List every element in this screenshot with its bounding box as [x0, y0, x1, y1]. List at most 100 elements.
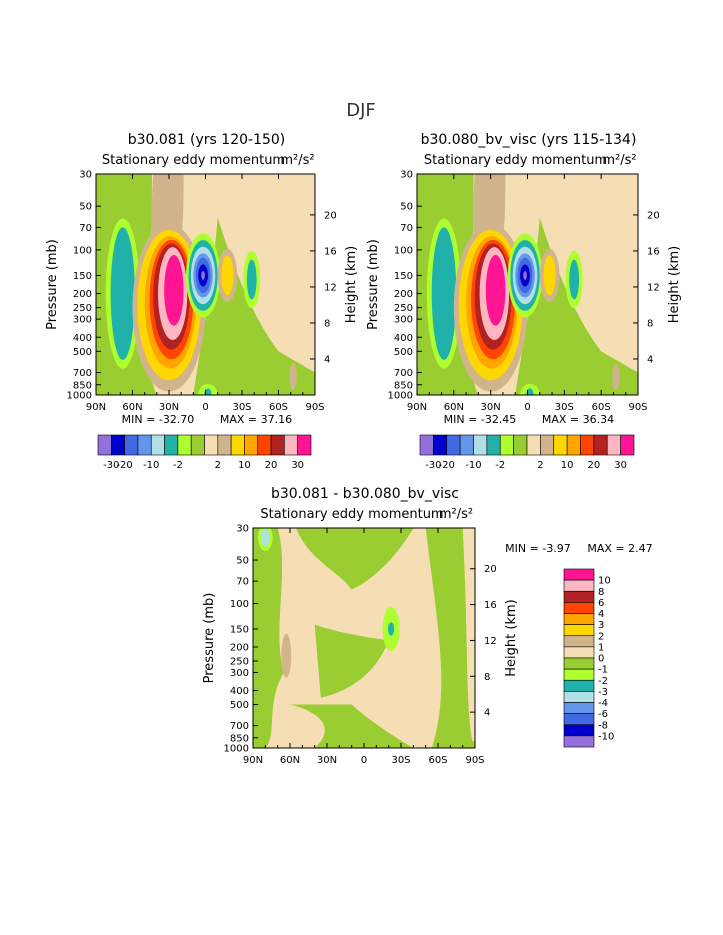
y-tick-label: 1000: [67, 391, 92, 402]
colorbar-swatch: [164, 434, 179, 456]
y2-tick-label: 4: [324, 354, 330, 365]
y-tick-label: 500: [73, 347, 92, 358]
contour-diff-pos: [281, 633, 292, 678]
colorbar-swatch: [499, 434, 514, 456]
colorbar-label: -2: [495, 460, 505, 471]
colorbar-label: 20: [588, 460, 601, 471]
colorbar-label: -30: [425, 460, 441, 471]
y-tick-label: 200: [73, 289, 92, 300]
colorbar-swatch: [606, 434, 621, 456]
colorbar-swatch: [419, 434, 434, 456]
colorbar-label: -8: [598, 720, 608, 731]
colorbar-swatch: [563, 702, 595, 714]
colorbar-label: 8: [598, 587, 604, 598]
contour-surface-2: [526, 388, 534, 395]
colorbar-swatch: [553, 434, 568, 456]
contour-pos2-2: [543, 255, 556, 296]
colorbar-swatch: [566, 434, 581, 456]
colorbar-swatch: [563, 635, 595, 648]
max-label: MAX = 36.34: [542, 413, 614, 426]
y-tick-label: 100: [230, 599, 249, 610]
colorbar: -30-20 -10 -2 2 10 20 30: [97, 434, 312, 471]
chart-units: m²/s²: [439, 507, 473, 522]
colorbar-label: 4: [598, 609, 604, 620]
x-tick-label: 0: [202, 402, 208, 413]
colorbar-swatch: [563, 691, 595, 703]
y-tick-label: 300: [394, 315, 413, 326]
x-tick-label: 0: [524, 402, 530, 413]
y-tick-label: 1000: [224, 744, 249, 755]
colorbar-swatch: [563, 724, 595, 737]
y-tick-label: 700: [230, 721, 249, 732]
y-tick-label: 200: [230, 643, 249, 654]
min-label: MIN = -3.97: [505, 542, 571, 555]
colorbar-label: -20: [116, 460, 132, 471]
y2-tick-label: 8: [324, 318, 330, 329]
y-tick-label: 150: [230, 624, 249, 635]
y-axis-label: Pressure (mb): [202, 593, 217, 684]
colorbar-swatch: [446, 434, 461, 456]
x-tick-label: 60S: [428, 755, 447, 766]
x-tick-label: 90S: [305, 402, 324, 413]
y-tick-label: 850: [394, 380, 413, 391]
colorbar-swatch: [459, 434, 474, 456]
colorbar-swatch: [593, 434, 608, 456]
y2-tick-label: 16: [324, 246, 337, 257]
x-tick-label: 90N: [86, 402, 106, 413]
contour-neg-7: [201, 271, 205, 280]
contour-neg-left-inner: [110, 227, 135, 360]
colorbar-swatch: [563, 579, 595, 592]
y-tick-label: 50: [79, 202, 92, 213]
colorbar-swatch: [580, 434, 595, 456]
y2-axis-label: Height (km): [344, 246, 359, 323]
colorbar-label: -6: [598, 709, 608, 720]
colorbar-swatch: [284, 434, 298, 456]
colorbar-label: 2: [215, 460, 221, 471]
x-tick-label: 90S: [628, 402, 647, 413]
y2-tick-label: 20: [647, 210, 660, 221]
y-tick-label: 50: [236, 556, 249, 567]
colorbar-swatch: [137, 434, 152, 456]
chart-title: b30.081 - b30.080_bv_visc: [271, 486, 459, 502]
panels: b30.081 (yrs 120-150) Stationary eddy mom…: [45, 132, 682, 766]
y-tick-label: 1000: [388, 391, 413, 402]
colorbar-label: -10: [465, 460, 481, 471]
min-label: MIN = -32.45: [444, 413, 517, 426]
y2-tick-label: 12: [647, 282, 660, 293]
colorbar-swatch: [563, 602, 595, 614]
colorbar-swatch: [433, 434, 448, 456]
chart-subtitle: Stationary eddy momentum: [424, 153, 607, 168]
colorbar-swatch: [473, 434, 488, 456]
y-tick-label: 850: [73, 380, 92, 391]
y-tick-label: 200: [394, 289, 413, 300]
contour-field: [253, 528, 475, 748]
y-tick-label: 250: [230, 657, 249, 668]
y2-tick-label: 20: [324, 210, 337, 221]
max-label: MAX = 37.16: [220, 413, 292, 426]
contour-pos-7: [485, 254, 506, 326]
y-tick-label: 250: [73, 303, 92, 314]
y-tick-label: 250: [394, 303, 413, 314]
colorbar-swatch: [563, 624, 595, 637]
colorbar-label: 6: [598, 598, 604, 609]
colorbar-swatch: [111, 434, 125, 456]
contour-pos2-2: [221, 255, 234, 296]
x-tick-label: 30N: [481, 402, 501, 413]
colorbar-label: 10: [561, 460, 574, 471]
colorbar-swatch: [563, 613, 595, 625]
y2-tick-label: 8: [647, 318, 653, 329]
colorbar-swatch: [563, 713, 595, 726]
y2-axis-label: Height (km): [504, 599, 519, 676]
y-tick-label: 100: [394, 245, 413, 256]
chart-subtitle: Stationary eddy momentum: [260, 507, 443, 522]
colorbar-swatch: [620, 434, 635, 456]
y-tick-label: 150: [73, 271, 92, 282]
colorbar-swatch: [217, 434, 232, 456]
contour-neg-7: [523, 271, 527, 280]
contour-diff-top: [296, 528, 414, 590]
colorbar-label: 20: [265, 460, 278, 471]
colorbar-label: 2: [537, 460, 543, 471]
y2-axis-label: Height (km): [667, 246, 682, 323]
y-tick-label: 50: [400, 202, 413, 213]
